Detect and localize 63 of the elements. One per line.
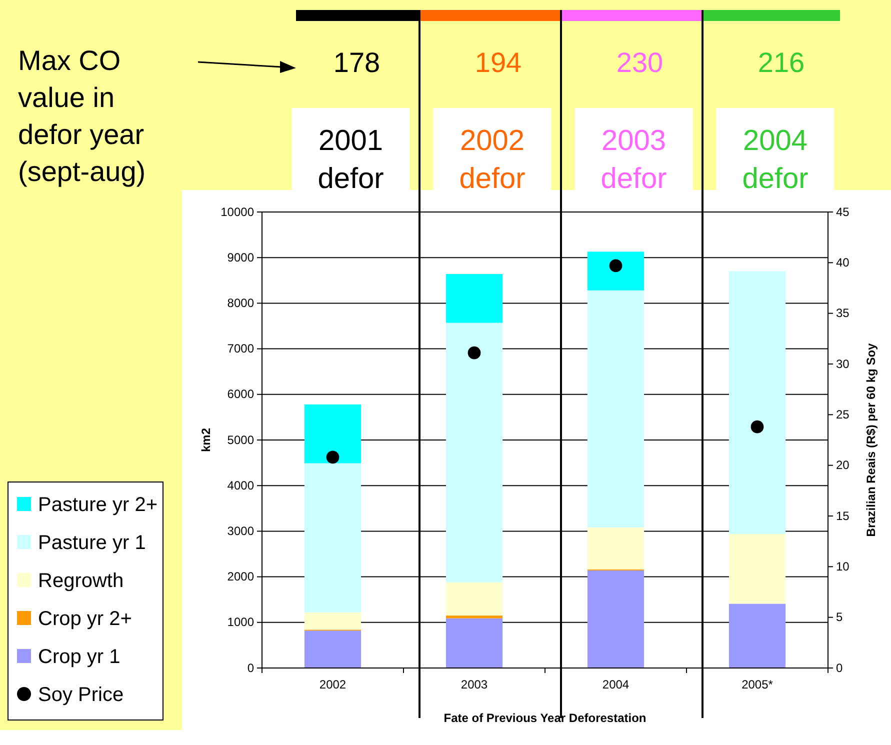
bar — [587, 252, 644, 290]
point — [468, 346, 481, 360]
y-tick-label: 5000 — [227, 432, 254, 447]
y-tick-label: 1000 — [227, 615, 254, 630]
bar — [446, 274, 503, 323]
x-tick-label: 2005* — [742, 678, 774, 692]
bar — [446, 582, 503, 616]
y2-axis-title: Brazilian Reais (R$) per 60 kg Soy — [864, 342, 878, 537]
point — [326, 450, 340, 464]
legend-label: Soy Price — [38, 684, 124, 706]
legend-label: Regrowth — [38, 570, 124, 592]
legend-label: Crop yr 1 — [38, 646, 120, 668]
y-tick-label: 0 — [247, 660, 254, 675]
text: 178 — [333, 47, 380, 78]
bar — [728, 534, 786, 604]
text: Max CO value in defor year (sept-aug) — [18, 45, 146, 187]
bar — [304, 404, 362, 464]
x-axis-title: Fate of Previous Year Deforestation — [444, 711, 646, 725]
x-tick-label: 2002 — [319, 678, 346, 692]
y-tick-label: 9000 — [227, 250, 254, 264]
y2-tick-label: 0 — [836, 660, 843, 675]
text: 216 — [758, 47, 805, 78]
y2-tick-label: 30 — [836, 356, 850, 371]
y-axis-title: km2 — [199, 428, 213, 452]
y2-tick-label: 40 — [836, 256, 850, 270]
text: 230 — [616, 47, 664, 78]
bar — [587, 528, 644, 570]
bar — [728, 271, 786, 534]
x-tick-label: 2004 — [602, 678, 630, 692]
bar — [304, 612, 362, 630]
y2-tick-label: 45 — [836, 204, 850, 219]
bar — [304, 630, 362, 668]
legend-label: Crop yr 2+ — [38, 608, 132, 630]
text: 2002 defor — [459, 125, 526, 195]
bar — [587, 570, 644, 668]
x-tick-label: 2003 — [460, 678, 488, 692]
legend-label: Pasture yr 1 — [38, 532, 146, 554]
y-tick-label: 4000 — [227, 478, 254, 492]
y2-tick-label: 10 — [836, 560, 850, 574]
point — [750, 420, 764, 434]
y2-tick-label: 20 — [836, 458, 850, 472]
y-tick-label: 6000 — [227, 387, 254, 402]
text: 2004 defor — [742, 125, 809, 195]
bar — [728, 604, 786, 668]
y2-tick-label: 5 — [836, 610, 843, 624]
legend-label: Pasture yr 2+ — [38, 494, 158, 516]
text: 2001 defor — [318, 125, 384, 195]
bar — [446, 322, 503, 582]
y-tick-label: 8000 — [227, 296, 254, 310]
y2-tick-label: 35 — [836, 306, 850, 320]
text: 2003 defor — [600, 125, 668, 195]
y2-tick-label: 15 — [836, 508, 850, 523]
y-tick-label: 2000 — [227, 570, 254, 584]
y-tick-label: 10000 — [220, 204, 254, 219]
text: 194 — [474, 47, 522, 78]
y2-tick-label: 25 — [836, 408, 850, 422]
bar — [587, 290, 644, 528]
bar — [446, 616, 503, 618]
bar — [304, 463, 362, 612]
bar — [446, 618, 503, 668]
y-tick-label: 7000 — [227, 342, 254, 356]
point — [609, 259, 622, 272]
y-tick-label: 3000 — [227, 524, 254, 538]
